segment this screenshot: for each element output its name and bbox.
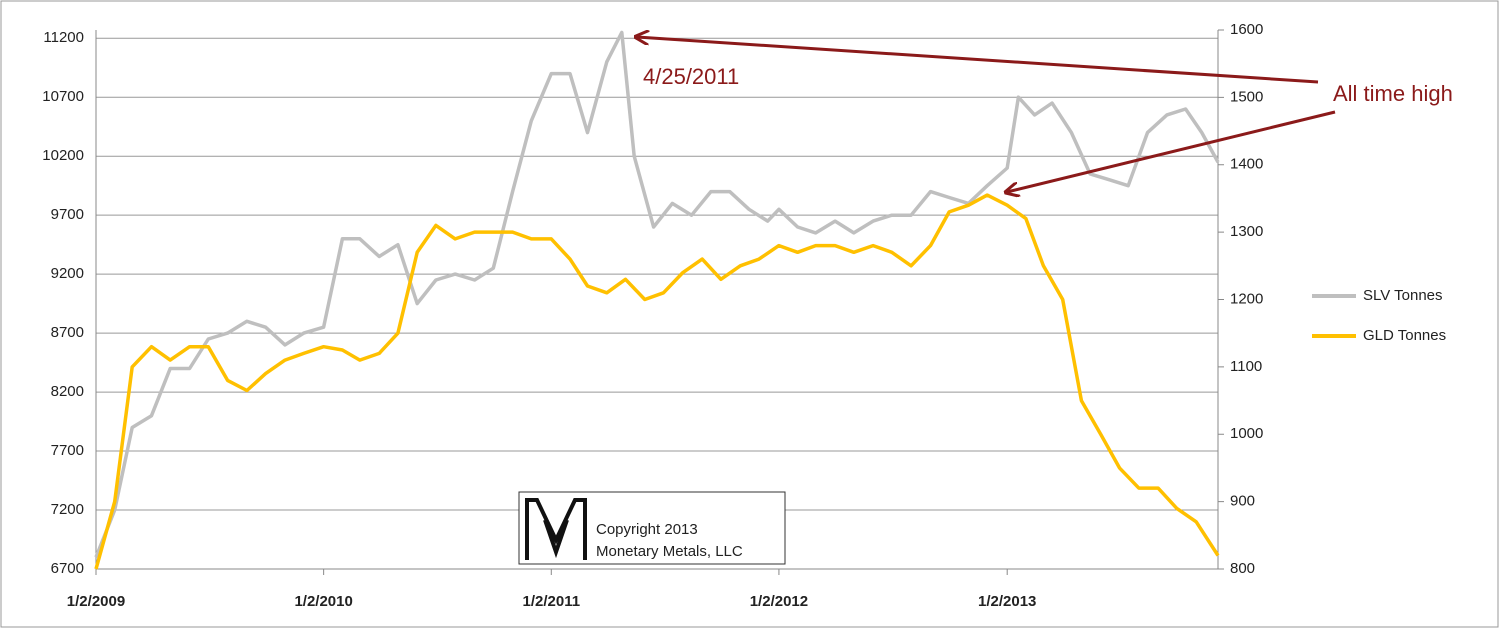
y-tick-label: 8200 [51,383,84,400]
legend-label: GLD Tonnes [1363,327,1446,344]
arrow [637,37,1319,84]
annotation: All time high [1333,81,1453,106]
y2-tick-label: 1600 [1230,21,1263,38]
series-line [94,193,1220,570]
copyright: Monetary Metals, LLC [596,543,743,560]
x-tick-label: 1/2/2010 [294,593,352,610]
annotation: 4/25/2011 [643,64,739,89]
x-tick-label: 1/2/2009 [67,593,125,610]
y-tick-label: 7700 [51,442,84,459]
y-tick-label: 8700 [51,324,84,341]
logo [525,498,587,560]
y2-tick-label: 1400 [1230,156,1263,173]
y-tick-label: 11200 [43,29,84,46]
series-line [94,30,1220,558]
y2-tick-label: 800 [1230,560,1255,577]
legend-label: SLV Tonnes [1363,287,1443,304]
y2-tick-label: 900 [1230,493,1255,510]
arrow [1007,110,1336,192]
y2-tick-label: 1000 [1230,425,1263,442]
y-tick-label: 10200 [42,147,84,164]
x-tick-label: 1/2/2011 [523,593,581,610]
copyright: Copyright 2013 [596,521,698,538]
y-tick-label: 9200 [51,265,84,282]
y-tick-label: 7200 [51,501,84,518]
copyright-box [518,491,786,565]
y2-tick-label: 1200 [1230,290,1263,307]
y2-tick-label: 1500 [1230,88,1263,105]
y-tick-label: 6700 [51,560,84,577]
y-tick-label: 9700 [51,206,84,223]
y-tick-label: 10700 [42,88,84,105]
x-tick-label: 1/2/2012 [750,593,808,610]
x-tick-label: 1/2/2013 [978,593,1036,610]
y2-tick-label: 1300 [1230,223,1263,240]
y2-tick-label: 1100 [1230,358,1262,375]
